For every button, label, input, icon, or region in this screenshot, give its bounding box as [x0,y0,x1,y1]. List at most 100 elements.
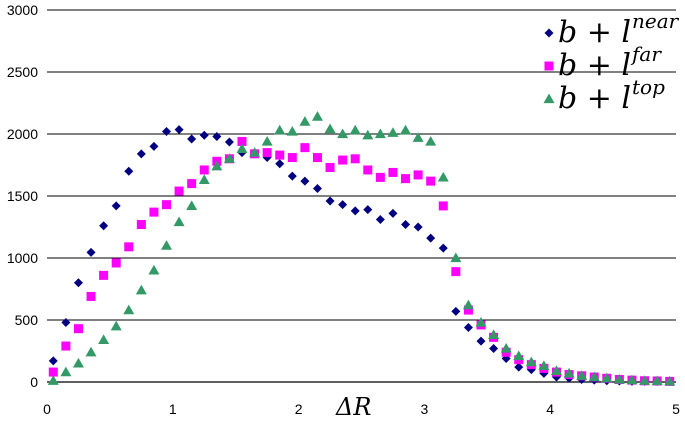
data-point-far [187,179,197,189]
data-point-far [413,170,423,180]
legend-label-base: b + l [558,81,631,116]
data-point-top [475,316,487,327]
data-point-top [311,111,323,121]
data-point-near [489,344,499,354]
data-point-top [223,153,235,163]
data-point-top [198,174,210,185]
data-point-top [211,160,223,171]
data-point-top [85,346,97,357]
data-point-top [437,171,449,182]
data-point-top [261,135,273,146]
legend-label-base: b + l [558,48,631,83]
data-point-near [514,362,524,372]
data-point-near [111,201,121,211]
data-point-top [286,126,298,136]
data-point-far [162,200,172,210]
data-point-far [124,242,134,252]
y-tick-label: 1500 [7,188,38,204]
data-point-top [186,200,198,211]
data-point-near [212,131,222,141]
data-point-near [363,205,373,215]
data-point-near [99,221,109,231]
y-tick-label: 2000 [7,126,38,142]
data-point-near [438,243,448,253]
series-top [47,111,676,386]
data-point-top [588,371,600,382]
data-point-near [426,233,436,243]
data-point-top [525,356,537,367]
data-point-far [48,367,58,377]
data-point-near [388,208,398,218]
y-tick-label: 500 [15,312,39,328]
x-tick-label: 3 [421,401,429,417]
x-tick-label: 2 [295,401,303,417]
data-point-top [513,350,525,361]
data-point-near [325,196,335,206]
data-point-far [300,143,310,153]
data-point-far [136,220,146,230]
data-point-top [324,123,336,134]
y-tick-label: 0 [30,374,38,390]
data-point-top [47,375,59,385]
data-point-top [98,334,110,344]
data-point-near [451,306,461,316]
y-tick-label: 2500 [7,64,38,80]
legend-label-superscript: far [630,42,662,66]
data-point-top [462,299,474,310]
legend-marker-far [544,61,554,71]
data-point-top [173,216,185,227]
legend-label-base: b + l [558,15,631,50]
data-point-near [401,220,411,230]
data-point-near [375,215,385,225]
data-point-far [463,305,473,315]
data-point-near [73,278,83,288]
data-point-near [338,200,348,210]
x-tick-labels: 0 1 2 3 4 5 [43,401,680,417]
data-point-far [262,148,272,158]
data-point-top [626,374,638,385]
data-point-top [274,124,286,135]
data-point-top [488,329,500,340]
x-tick-label: 1 [169,401,177,417]
data-point-top [349,124,361,135]
data-point-far [363,165,373,175]
legend-item-top: b + l top [543,75,665,116]
data-point-near [463,322,473,332]
data-point-top [387,127,399,137]
series-far [48,136,675,386]
data-point-top [362,129,374,140]
data-point-far [287,153,297,163]
data-point-top [412,132,424,142]
data-point-far [401,174,411,184]
data-point-top [374,128,386,139]
data-point-top [538,360,550,371]
legend-item-far: b + l far [544,42,662,83]
data-point-far [86,291,96,301]
data-point-far [111,258,121,268]
data-point-top [148,264,160,275]
data-point-near [86,247,96,257]
data-point-top [613,374,625,384]
data-point-far [73,324,83,334]
data-point-far [388,167,398,177]
data-point-near [124,166,134,176]
y-tick-labels: 0 500 1000 1500 2000 2500 3000 [7,2,38,390]
data-point-far [338,155,348,165]
data-point-far [451,267,461,277]
data-point-near [48,356,58,366]
data-point-near [187,134,197,144]
grid [47,9,676,321]
y-tick-label: 1000 [7,250,38,266]
x-tick-label: 0 [43,401,51,417]
series-near [48,125,675,387]
data-point-near [312,184,322,194]
data-point-top [72,357,84,368]
x-tick-label: 4 [546,401,554,417]
data-point-far [375,172,385,182]
data-point-near [174,125,184,135]
data-point-top [500,343,512,353]
data-point-top [236,143,248,154]
data-point-top [576,370,588,380]
data-points [47,111,676,387]
data-point-far [275,150,285,160]
